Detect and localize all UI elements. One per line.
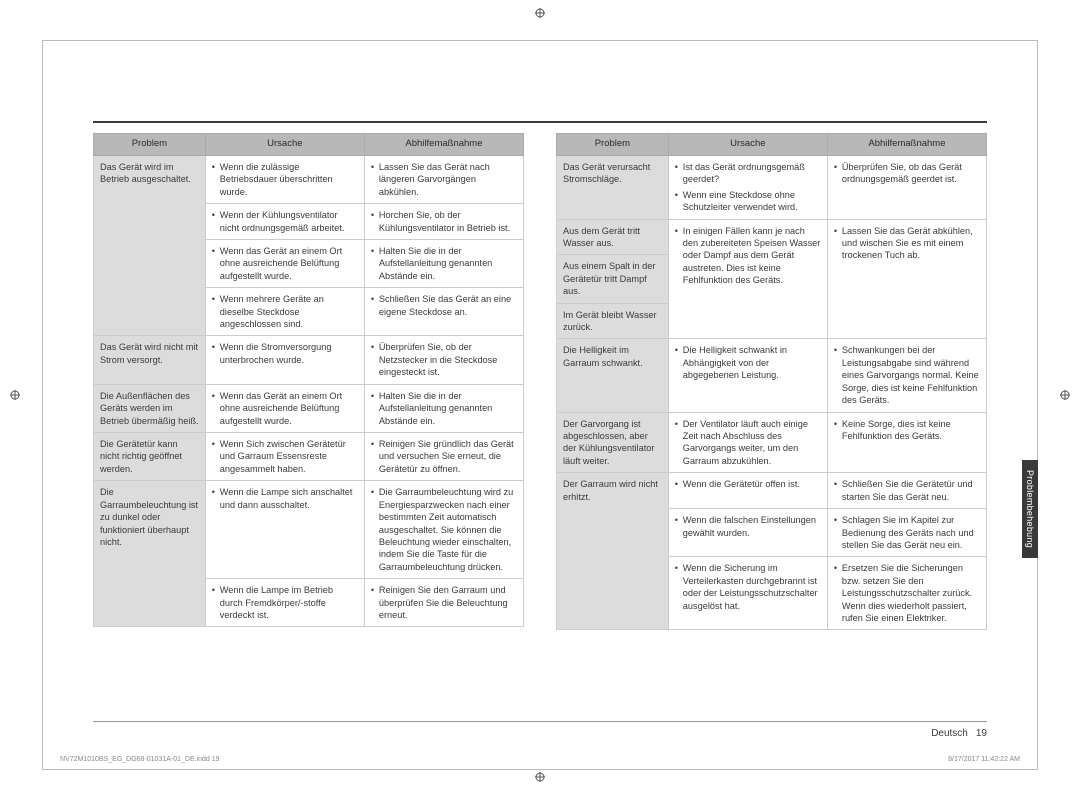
table-row: Die Gerätetür kann nicht richtig geöffne…: [94, 432, 524, 480]
page-footer: Deutsch 19: [93, 721, 987, 739]
remedy-cell: Überprüfen Sie, ob der Netzstecker in di…: [364, 336, 523, 384]
table-row: Der Garraum wird nicht erhitzt.Wenn die …: [557, 473, 987, 509]
right-column: Problem Ursache Abhilfemaßnahme Das Gerä…: [556, 133, 987, 707]
footer-page: 19: [976, 728, 987, 739]
crop-mark-right: [1060, 390, 1070, 400]
crop-mark-top: [535, 8, 545, 18]
remedy-cell: Schließen Sie das Gerät an eine eigene S…: [364, 288, 523, 336]
columns: Problem Ursache Abhilfemaßnahme Das Gerä…: [93, 133, 987, 707]
remedy-cell: Die Garraumbeleuchtung wird zu Energiesp…: [364, 481, 523, 579]
cause-cell: Ist das Gerät ordnungsgemäß geerdet?Wenn…: [668, 155, 827, 219]
cause-cell: Wenn das Gerät an einem Ort ohne ausreic…: [205, 384, 364, 432]
cause-cell: Die Helligkeit schwankt in Abhängigkeit …: [668, 339, 827, 412]
problem-cell: Das Gerät verursacht Stromschläge.: [557, 155, 669, 219]
th-cause: Ursache: [205, 134, 364, 156]
remedy-cell: Schließen Sie die Gerätetür und starten …: [827, 473, 986, 509]
remedy-cell: Reinigen Sie den Garraum und überprüfen …: [364, 579, 523, 627]
problem-cell: Aus dem Gerät tritt Wasser aus.: [557, 219, 669, 255]
th-cause: Ursache: [668, 134, 827, 156]
problem-cell: Der Garraum wird nicht erhitzt.: [557, 473, 669, 630]
problem-cell: Im Gerät bleibt Wasser zurück.: [557, 303, 669, 339]
crop-mark-left: [10, 390, 20, 400]
imprint-date: 8/17/2017 11:42:22 AM: [948, 756, 1020, 763]
page-frame: Problem Ursache Abhilfemaßnahme Das Gerä…: [42, 40, 1038, 770]
imprint-file: NV72M1010BS_EG_DG68-01031A-01_DE.indd 19: [60, 756, 220, 763]
cause-cell: Wenn die Sicherung im Verteilerkasten du…: [668, 557, 827, 630]
cause-cell: Wenn die Stromversorgung unterbrochen wu…: [205, 336, 364, 384]
remedy-cell: Halten Sie die in der Aufstellanleitung …: [364, 239, 523, 287]
cause-cell: Wenn Sich zwischen Gerätetür und Garraum…: [205, 432, 364, 480]
cause-cell: Der Ventilator läuft auch einige Zeit na…: [668, 412, 827, 473]
table-row: Das Gerät verursacht Stromschläge.Ist da…: [557, 155, 987, 219]
remedy-cell: Halten Sie die in der Aufstellanleitung …: [364, 384, 523, 432]
problem-cell: Die Garraumbeleuchtung ist zu dunkel ode…: [94, 481, 206, 627]
remedy-cell: Überprüfen Sie, ob das Gerät ordnungsgem…: [827, 155, 986, 219]
cause-cell: Wenn das Gerät an einem Ort ohne ausreic…: [205, 239, 364, 287]
table-row: Die Garraumbeleuchtung ist zu dunkel ode…: [94, 481, 524, 579]
cause-cell: In einigen Fällen kann je nach den zuber…: [668, 219, 827, 339]
right-table: Problem Ursache Abhilfemaßnahme Das Gerä…: [556, 133, 987, 630]
side-tab: Problembehebung: [1022, 460, 1038, 558]
problem-cell: Der Garvorgang ist abgeschlossen, aber d…: [557, 412, 669, 473]
left-table: Problem Ursache Abhilfemaßnahme Das Gerä…: [93, 133, 524, 627]
remedy-cell: Lassen Sie das Gerät abkühlen, und wisch…: [827, 219, 986, 339]
cause-cell: Wenn der Kühlungsventilator nicht ordnun…: [205, 204, 364, 240]
crop-mark-bottom: [535, 772, 545, 782]
cause-cell: Wenn die Gerätetür offen ist.: [668, 473, 827, 509]
remedy-cell: Reinigen Sie gründlich das Gerät und ver…: [364, 432, 523, 480]
problem-cell: Die Gerätetür kann nicht richtig geöffne…: [94, 432, 206, 480]
footer-lang: Deutsch: [931, 728, 968, 739]
table-row: Die Außenflächen des Geräts werden im Be…: [94, 384, 524, 432]
remedy-cell: Lassen Sie das Gerät nach längeren Garvo…: [364, 155, 523, 203]
problem-cell: Die Außenflächen des Geräts werden im Be…: [94, 384, 206, 432]
table-row: Der Garvorgang ist abgeschlossen, aber d…: [557, 412, 987, 473]
table-row: Aus dem Gerät tritt Wasser aus.In einige…: [557, 219, 987, 255]
th-remedy: Abhilfemaßnahme: [827, 134, 986, 156]
table-row: Die Helligkeit im Garraum schwankt.Die H…: [557, 339, 987, 412]
th-problem: Problem: [557, 134, 669, 156]
th-problem: Problem: [94, 134, 206, 156]
remedy-cell: Schwankungen bei der Leistungsabgabe sin…: [827, 339, 986, 412]
problem-cell: Die Helligkeit im Garraum schwankt.: [557, 339, 669, 412]
table-row: Das Gerät wird nicht mit Strom versorgt.…: [94, 336, 524, 384]
cause-cell: Wenn die Lampe im Betrieb durch Fremdkör…: [205, 579, 364, 627]
th-remedy: Abhilfemaßnahme: [364, 134, 523, 156]
remedy-cell: Horchen Sie, ob der Kühlungsventilator i…: [364, 204, 523, 240]
remedy-cell: Schlagen Sie im Kapitel zur Bedienung de…: [827, 509, 986, 557]
remedy-cell: Keine Sorge, dies ist keine Fehlfunktion…: [827, 412, 986, 473]
cause-cell: Wenn die Lampe sich anschaltet und dann …: [205, 481, 364, 579]
problem-cell: Aus einem Spalt in der Gerätetür tritt D…: [557, 255, 669, 303]
left-column: Problem Ursache Abhilfemaßnahme Das Gerä…: [93, 133, 524, 707]
remedy-cell: Ersetzen Sie die Sicherungen bzw. setzen…: [827, 557, 986, 630]
top-rule: [93, 121, 987, 123]
problem-cell: Das Gerät wird im Betrieb ausgeschaltet.: [94, 155, 206, 336]
problem-cell: Das Gerät wird nicht mit Strom versorgt.: [94, 336, 206, 384]
cause-cell: Wenn die falschen Einstellungen gewählt …: [668, 509, 827, 557]
imprint-line: NV72M1010BS_EG_DG68-01031A-01_DE.indd 19…: [60, 756, 1020, 763]
cause-cell: Wenn die zulässige Betriebsdauer übersch…: [205, 155, 364, 203]
cause-cell: Wenn mehrere Geräte an dieselbe Steckdos…: [205, 288, 364, 336]
table-row: Das Gerät wird im Betrieb ausgeschaltet.…: [94, 155, 524, 203]
